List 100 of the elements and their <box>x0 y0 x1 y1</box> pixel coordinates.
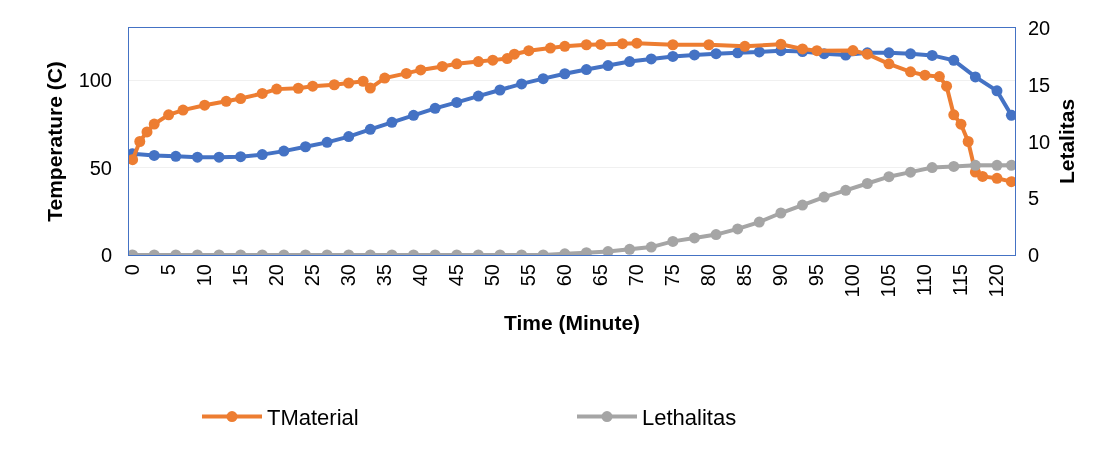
x-tick-label: 120 <box>985 264 1008 298</box>
y2-tick-label: 15 <box>1028 73 1051 96</box>
point <box>710 48 722 60</box>
x-tick-label: 15 <box>229 264 252 287</box>
point <box>364 82 376 94</box>
point <box>962 136 974 147</box>
x-tick-label: 85 <box>733 264 756 287</box>
x-tick-label: 10 <box>193 264 216 287</box>
y2-axis-title: Letalitas <box>1055 98 1079 185</box>
point <box>580 64 592 76</box>
x-tick-label: 60 <box>553 264 576 287</box>
x-axis-title: Time (Minute) <box>503 310 641 334</box>
point <box>235 93 247 105</box>
point <box>861 178 873 189</box>
point <box>811 45 823 57</box>
point <box>271 83 283 95</box>
point <box>199 99 211 111</box>
point <box>688 49 700 61</box>
point <box>624 56 636 68</box>
point <box>307 80 319 92</box>
point <box>948 109 960 121</box>
point <box>948 160 960 172</box>
point <box>905 66 917 78</box>
point <box>235 151 247 163</box>
point <box>1005 176 1015 188</box>
point <box>955 118 967 130</box>
point <box>919 69 931 81</box>
point <box>408 109 420 121</box>
point <box>357 75 369 87</box>
x-tick-label: 95 <box>805 264 828 287</box>
point <box>163 109 175 121</box>
point <box>991 172 1003 184</box>
point <box>220 95 232 107</box>
point <box>472 90 484 102</box>
x-tick-label: 110 <box>913 264 936 296</box>
point <box>292 82 304 94</box>
point <box>364 123 376 135</box>
x-tick-label: 90 <box>769 264 792 287</box>
point <box>969 159 981 171</box>
point <box>537 73 549 85</box>
point <box>667 50 679 62</box>
point <box>948 54 960 66</box>
point <box>400 67 412 79</box>
point <box>129 154 139 166</box>
point <box>494 84 506 96</box>
point <box>1005 109 1015 121</box>
point <box>818 191 830 203</box>
point <box>328 79 340 91</box>
point <box>472 56 484 68</box>
point <box>170 150 182 162</box>
point <box>213 151 225 163</box>
point <box>523 45 535 57</box>
x-tick-label: 70 <box>625 264 648 287</box>
point <box>148 149 160 161</box>
x-tick-label: 0 <box>121 264 144 276</box>
x-tick-label: 55 <box>517 264 540 287</box>
point <box>299 141 311 153</box>
point <box>415 64 427 76</box>
point <box>321 136 333 148</box>
point <box>667 39 679 51</box>
point <box>343 77 355 89</box>
point <box>602 246 614 255</box>
point <box>580 39 592 51</box>
point <box>840 184 852 196</box>
y2-tick-label: 10 <box>1028 130 1051 153</box>
point <box>256 87 268 99</box>
point <box>278 145 290 157</box>
point <box>753 216 765 228</box>
point <box>941 80 953 92</box>
x-tick-label: 115 <box>949 264 972 296</box>
point <box>753 46 765 58</box>
point <box>343 131 355 143</box>
point <box>883 171 895 183</box>
point <box>616 38 628 50</box>
legend-label: TMaterial <box>267 405 359 431</box>
point <box>148 118 160 130</box>
point <box>487 54 499 66</box>
point <box>797 199 808 211</box>
point <box>559 40 571 52</box>
point <box>969 71 981 83</box>
x-tick-label: 20 <box>265 264 288 287</box>
point <box>631 37 643 49</box>
point <box>926 49 938 61</box>
point <box>134 136 146 147</box>
point <box>508 48 520 60</box>
point <box>595 38 607 50</box>
y2-tick-label: 20 <box>1028 17 1051 39</box>
x-tick-label: 30 <box>337 264 360 287</box>
point <box>602 60 614 72</box>
point <box>991 85 1003 97</box>
y-axis-title: Temperature (C) <box>42 61 66 222</box>
x-tick-label: 35 <box>373 264 396 287</box>
y-tick-label: 100 <box>78 69 112 92</box>
x-tick-label: 40 <box>409 264 432 287</box>
point <box>1005 159 1015 171</box>
point <box>191 151 203 163</box>
point <box>516 78 528 90</box>
point <box>379 72 391 84</box>
point <box>436 60 448 72</box>
y-tick-label: 50 <box>89 156 112 179</box>
